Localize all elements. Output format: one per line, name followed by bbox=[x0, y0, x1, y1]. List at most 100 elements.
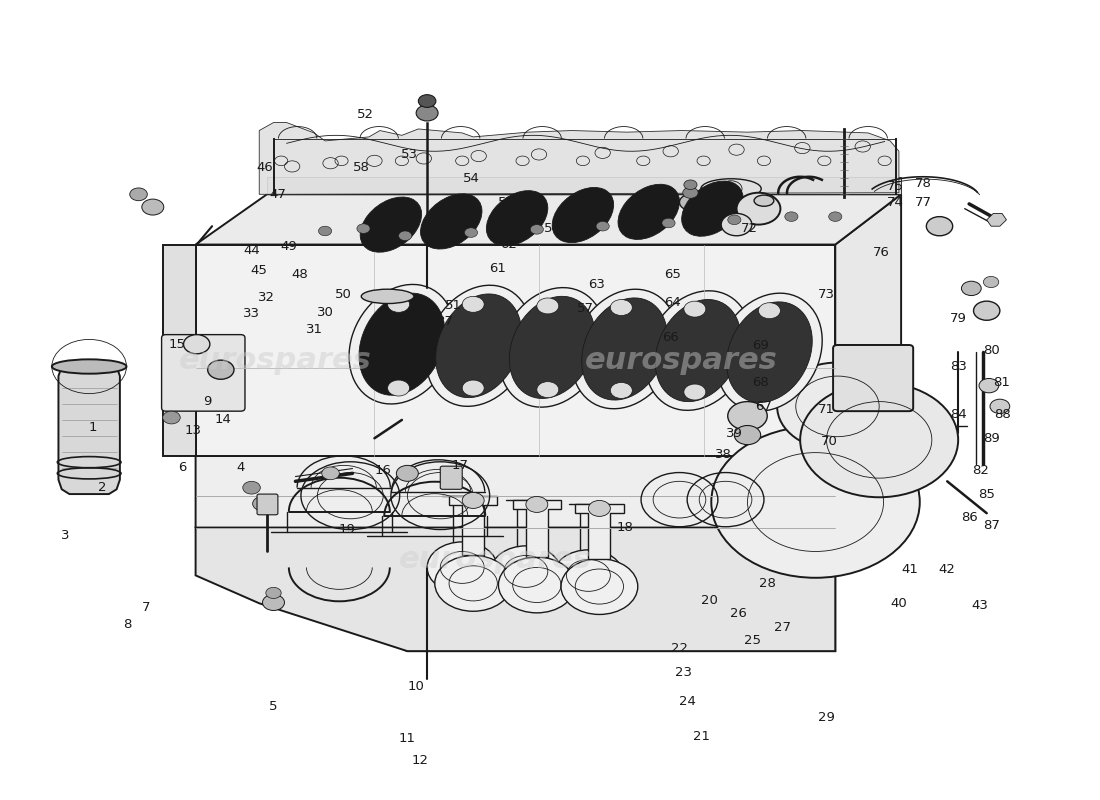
Polygon shape bbox=[260, 122, 899, 194]
Text: 19: 19 bbox=[339, 522, 355, 536]
Ellipse shape bbox=[656, 299, 741, 402]
Circle shape bbox=[610, 382, 632, 398]
Circle shape bbox=[926, 217, 953, 236]
Circle shape bbox=[561, 558, 638, 614]
Text: 21: 21 bbox=[693, 730, 710, 743]
Circle shape bbox=[462, 380, 484, 396]
Circle shape bbox=[800, 382, 958, 498]
Text: eurospares: eurospares bbox=[585, 346, 778, 374]
Text: 72: 72 bbox=[741, 222, 758, 235]
Circle shape bbox=[418, 94, 436, 107]
Text: 2: 2 bbox=[98, 481, 107, 494]
Circle shape bbox=[684, 180, 697, 190]
Text: 17: 17 bbox=[451, 459, 469, 472]
Text: 38: 38 bbox=[715, 448, 732, 461]
Ellipse shape bbox=[682, 181, 744, 236]
Circle shape bbox=[683, 187, 698, 198]
Text: 73: 73 bbox=[818, 288, 835, 302]
Text: 46: 46 bbox=[256, 161, 273, 174]
Circle shape bbox=[722, 214, 752, 236]
Circle shape bbox=[253, 497, 273, 511]
Text: 5: 5 bbox=[270, 701, 277, 714]
Text: 66: 66 bbox=[662, 331, 679, 344]
Circle shape bbox=[387, 296, 409, 312]
Text: 7: 7 bbox=[142, 601, 151, 614]
Circle shape bbox=[979, 378, 999, 393]
Ellipse shape bbox=[582, 298, 668, 400]
Ellipse shape bbox=[52, 359, 127, 374]
Circle shape bbox=[680, 194, 702, 210]
Text: 67: 67 bbox=[756, 400, 772, 413]
Text: 40: 40 bbox=[891, 597, 908, 610]
Circle shape bbox=[596, 222, 609, 231]
Circle shape bbox=[208, 360, 234, 379]
Circle shape bbox=[610, 299, 632, 315]
Ellipse shape bbox=[618, 184, 680, 239]
Text: 83: 83 bbox=[949, 360, 967, 373]
Text: 13: 13 bbox=[185, 424, 202, 437]
Text: 31: 31 bbox=[306, 323, 322, 336]
Text: 81: 81 bbox=[993, 376, 1011, 389]
Ellipse shape bbox=[420, 194, 482, 249]
Text: 37: 37 bbox=[438, 315, 454, 328]
Text: 62: 62 bbox=[499, 238, 517, 251]
Polygon shape bbox=[267, 177, 901, 194]
Polygon shape bbox=[987, 214, 1007, 226]
Circle shape bbox=[728, 215, 741, 225]
Text: 60: 60 bbox=[441, 236, 458, 249]
Circle shape bbox=[537, 382, 559, 398]
Text: 87: 87 bbox=[982, 519, 1000, 533]
Ellipse shape bbox=[572, 290, 678, 409]
Circle shape bbox=[662, 218, 675, 228]
Text: 10: 10 bbox=[408, 681, 425, 694]
Text: 54: 54 bbox=[463, 172, 480, 185]
Text: eurospares: eurospares bbox=[399, 545, 592, 574]
Text: 89: 89 bbox=[982, 432, 1000, 445]
Text: 11: 11 bbox=[399, 732, 416, 746]
Circle shape bbox=[130, 188, 147, 201]
Text: 42: 42 bbox=[938, 562, 956, 575]
Text: 36: 36 bbox=[397, 331, 414, 344]
Text: 12: 12 bbox=[412, 754, 429, 767]
Circle shape bbox=[961, 282, 981, 295]
Circle shape bbox=[588, 501, 610, 516]
Text: 53: 53 bbox=[402, 148, 418, 161]
Text: 70: 70 bbox=[822, 435, 838, 448]
Circle shape bbox=[498, 557, 575, 613]
Text: 16: 16 bbox=[375, 464, 392, 477]
Ellipse shape bbox=[360, 197, 421, 252]
Text: 14: 14 bbox=[214, 414, 231, 426]
Ellipse shape bbox=[359, 293, 444, 395]
Text: 82: 82 bbox=[971, 464, 989, 477]
Text: 88: 88 bbox=[993, 408, 1011, 421]
Circle shape bbox=[537, 298, 559, 314]
Text: 32: 32 bbox=[258, 291, 275, 305]
Text: 65: 65 bbox=[664, 267, 681, 281]
Circle shape bbox=[983, 277, 999, 287]
Text: 68: 68 bbox=[752, 376, 769, 389]
Text: 77: 77 bbox=[914, 196, 932, 209]
Circle shape bbox=[735, 426, 761, 445]
Text: 56: 56 bbox=[543, 222, 561, 235]
Text: 26: 26 bbox=[730, 607, 747, 620]
Text: eurospares: eurospares bbox=[179, 346, 372, 374]
Text: 59: 59 bbox=[402, 214, 418, 227]
Ellipse shape bbox=[755, 195, 773, 206]
Text: 85: 85 bbox=[978, 487, 996, 501]
FancyBboxPatch shape bbox=[833, 345, 913, 411]
Circle shape bbox=[416, 105, 438, 121]
Ellipse shape bbox=[486, 190, 548, 246]
Text: 27: 27 bbox=[774, 621, 791, 634]
Polygon shape bbox=[835, 194, 901, 456]
Circle shape bbox=[427, 542, 497, 593]
Text: 8: 8 bbox=[123, 618, 132, 631]
Circle shape bbox=[530, 225, 543, 234]
Circle shape bbox=[728, 402, 768, 430]
Circle shape bbox=[142, 199, 164, 215]
Ellipse shape bbox=[509, 296, 595, 398]
Text: 86: 86 bbox=[960, 511, 978, 525]
Ellipse shape bbox=[727, 302, 812, 402]
Polygon shape bbox=[196, 456, 835, 651]
Text: 43: 43 bbox=[971, 599, 989, 612]
Circle shape bbox=[243, 482, 261, 494]
